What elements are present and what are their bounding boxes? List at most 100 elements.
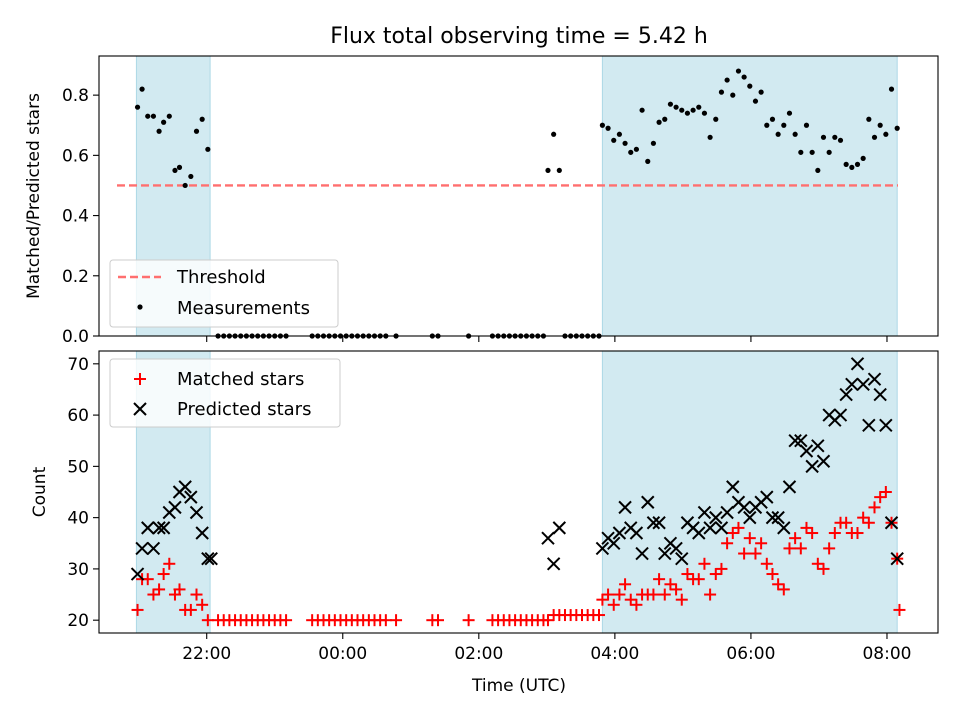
measurement-point xyxy=(193,128,200,134)
x-tick-label: 22:00 xyxy=(182,644,231,664)
bottom-axes-frame xyxy=(98,350,939,634)
measurement-point xyxy=(888,86,895,92)
threshold-legend-label: Threshold xyxy=(176,267,266,288)
measurement-point xyxy=(599,122,606,128)
top-y-axis-label: Matched/Predicted stars xyxy=(24,93,44,299)
matched-star-point xyxy=(868,501,881,514)
predicted-star-point xyxy=(692,526,706,540)
matched-star-point xyxy=(732,521,745,534)
predicted-star-point xyxy=(152,521,166,535)
measurement-point xyxy=(741,74,747,80)
predicted-star-point xyxy=(714,521,729,535)
predicted-star-point xyxy=(811,439,825,453)
measurement-point xyxy=(798,149,804,155)
matched-star-point xyxy=(196,598,209,611)
measurement-point xyxy=(662,116,668,122)
matched-star-point xyxy=(541,614,554,627)
measurement-point xyxy=(860,155,866,161)
matched-star-point xyxy=(664,578,677,591)
predicted-star-point xyxy=(697,505,712,520)
predicted-star-point xyxy=(856,377,870,392)
bottom-y-axis-label: Count xyxy=(30,466,50,517)
matched-star-point xyxy=(738,547,751,560)
matched-star-point xyxy=(592,609,605,622)
measurement-point xyxy=(769,116,776,122)
predicted-star-point xyxy=(799,444,814,458)
predicted-star-point xyxy=(726,480,740,494)
matched-star-point xyxy=(893,603,906,616)
predicted-star-point xyxy=(850,357,865,371)
predicted-star-point xyxy=(873,387,887,402)
predicted-star-point xyxy=(839,387,853,402)
matched-star-point xyxy=(766,568,779,581)
matched-star-point xyxy=(806,527,819,540)
measurement-point xyxy=(747,83,753,89)
measurement-point xyxy=(673,104,679,110)
measurement-point xyxy=(182,182,188,189)
predicted-star-point xyxy=(794,434,808,448)
matched-star-point xyxy=(851,527,864,540)
measurement-point xyxy=(713,116,719,122)
matched-star-point xyxy=(379,614,392,627)
measurement-point xyxy=(684,110,691,116)
measurement-point xyxy=(145,113,151,119)
matched-star-point xyxy=(749,547,762,560)
predicted-star-point xyxy=(720,505,734,520)
predicted-star-point xyxy=(552,521,567,535)
measurement-point xyxy=(633,146,640,152)
measurement-point xyxy=(166,113,172,119)
y-tick-label: 30 xyxy=(67,560,89,580)
measurement-point xyxy=(701,110,708,116)
y-tick-label: 0.4 xyxy=(62,207,89,227)
predicted-star-point xyxy=(867,372,882,386)
predicted-star-point xyxy=(788,434,802,448)
matched-star-point xyxy=(602,588,615,601)
matched-star-point xyxy=(647,588,660,601)
matched-star-point xyxy=(280,614,293,627)
bottom-legend-box xyxy=(109,358,341,428)
matched-star-point xyxy=(190,588,203,601)
y-tick-label: 0.8 xyxy=(62,86,89,106)
measurement-point xyxy=(622,140,628,146)
measurement-point xyxy=(696,104,702,110)
predicted-star-point xyxy=(879,418,893,433)
predicted-star-point xyxy=(760,490,774,504)
chart-title: Flux total observing time = 5.42 h xyxy=(330,24,708,49)
predicted-star-point xyxy=(646,516,661,530)
bottom-panel: 20 30 40 50 60 70 22:00 00:00 02:00 04:00 06:00 08… xyxy=(30,350,939,696)
matched-star-point xyxy=(772,578,785,591)
matched-star-point xyxy=(862,516,875,529)
measurement-point xyxy=(764,122,770,128)
matched-star-point xyxy=(613,588,626,601)
top-axes-frame xyxy=(98,55,939,337)
matched-star-point xyxy=(432,614,445,627)
predicted-star-point xyxy=(765,510,780,525)
measurement-point xyxy=(718,89,725,95)
x-tick-label: 06:00 xyxy=(726,644,775,664)
predicted-star-point xyxy=(845,377,859,392)
matched-star-point xyxy=(794,542,807,555)
predicted-star-point xyxy=(669,541,683,556)
measurement-points xyxy=(134,68,900,339)
matched-star-point xyxy=(777,583,790,596)
matched-star-point xyxy=(857,511,870,524)
measurement-point xyxy=(809,149,815,155)
x-tick-label: 02:00 xyxy=(454,644,503,664)
measurement-point xyxy=(894,125,900,131)
x-tick-label: 04:00 xyxy=(590,644,639,664)
matched-star-point xyxy=(153,583,166,596)
measurement-point xyxy=(645,158,651,164)
matched-star-point xyxy=(147,588,160,601)
matched-star-point xyxy=(184,603,197,616)
y-tick-label: 40 xyxy=(67,509,89,529)
matched-star-point xyxy=(157,568,170,581)
matched-stars-points xyxy=(131,486,906,627)
measurement-point xyxy=(735,68,742,74)
measurement-point xyxy=(758,89,764,95)
measurement-point xyxy=(826,149,832,155)
x-tick-label: 00:00 xyxy=(318,644,367,664)
matched-star-point xyxy=(681,568,694,581)
predicted-star-point xyxy=(737,500,751,515)
matched-star-point xyxy=(131,603,144,616)
measurement-point xyxy=(150,113,157,119)
